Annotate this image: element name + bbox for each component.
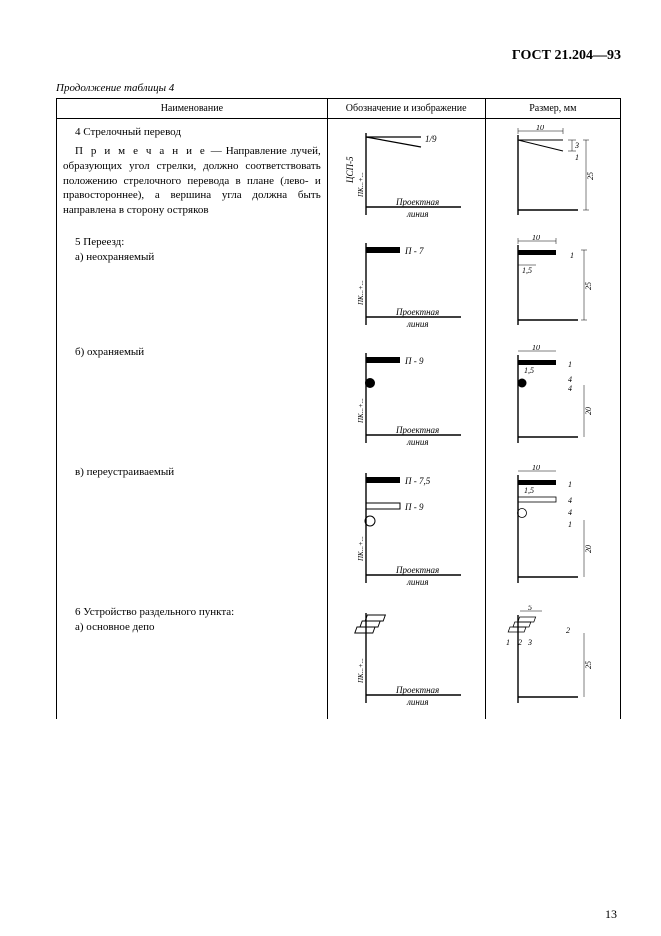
svg-text:Проектная: Проектная: [395, 197, 439, 207]
svg-text:2: 2: [518, 638, 522, 647]
svg-text:20: 20: [584, 545, 593, 553]
item-sub: а) неохраняемый: [63, 250, 321, 265]
dim-crossing-rebuilt: 10 1,5 1 4 4 1 20: [498, 465, 608, 595]
symbol-crossing-rebuilt: П - 7,5 П - 9 ПК...+... Проектная линия: [341, 465, 471, 595]
item-title: 4 Стрелочный перевод: [63, 125, 321, 140]
dim-switch: 10 3 1 25: [498, 125, 608, 225]
svg-text:Проектная: Проектная: [395, 307, 439, 317]
svg-text:Проектная: Проектная: [395, 685, 439, 695]
svg-text:линия: линия: [406, 697, 429, 707]
svg-text:10: 10: [536, 125, 544, 132]
svg-text:2: 2: [566, 626, 570, 635]
item-sub: в) переустраиваемый: [63, 465, 321, 480]
svg-text:20: 20: [584, 407, 593, 415]
svg-text:Проектная: Проектная: [395, 565, 439, 575]
svg-text:4: 4: [568, 384, 572, 393]
symbol-switch: 1/9 ЦСП-5 ПК...+... Проектная линия: [341, 125, 471, 225]
table-row: б) охраняемый П - 9 ПК...+... Проектная …: [57, 339, 621, 459]
svg-text:25: 25: [584, 661, 593, 669]
svg-text:1,5: 1,5: [524, 486, 534, 495]
svg-text:П - 9: П - 9: [404, 502, 424, 512]
table-row: 6 Устройство раздельного пункта: а) осно…: [57, 599, 621, 719]
svg-text:1: 1: [568, 520, 572, 529]
svg-text:линия: линия: [406, 319, 429, 329]
svg-text:1,5: 1,5: [524, 366, 534, 375]
svg-text:1: 1: [506, 638, 510, 647]
svg-text:25: 25: [584, 282, 593, 290]
symbol-crossing-guarded: П - 9 ПК...+... Проектная линия: [341, 345, 471, 455]
svg-text:ПК...+...: ПК...+...: [357, 536, 365, 562]
svg-text:1: 1: [568, 480, 572, 489]
symbol-depot: ПК...+... Проектная линия: [341, 605, 471, 715]
page-number: 13: [605, 907, 617, 922]
svg-text:ПК...+...: ПК...+...: [357, 658, 365, 684]
svg-text:5: 5: [528, 605, 532, 612]
item-title: 6 Устройство раздельного пункта:: [63, 605, 321, 620]
table-row: 5 Переезд: а) неохраняемый П - 7 ПК...+.…: [57, 229, 621, 339]
svg-text:1,5: 1,5: [522, 266, 532, 275]
spec-table: Наименование Обозначение и изображение Р…: [56, 98, 621, 719]
svg-text:линия: линия: [406, 209, 429, 219]
table-continuation: Продолжение таблицы 4: [56, 82, 621, 94]
svg-text:ЦСП-5: ЦСП-5: [345, 156, 355, 184]
dim-depot: 5 1 2 3 2 25: [498, 605, 608, 715]
dim-crossing-unguarded: 10 1,5 1 25: [498, 235, 608, 335]
svg-text:3: 3: [574, 141, 579, 150]
svg-text:1/9: 1/9: [425, 134, 437, 144]
note-lead: П р и м е ч а н и е: [75, 145, 207, 157]
th-symbol: Обозначение и изображение: [327, 99, 485, 119]
symbol-crossing-unguarded: П - 7 ПК...+... Проектная линия: [341, 235, 471, 335]
svg-text:ПК...+...: ПК...+...: [357, 280, 365, 306]
svg-text:4: 4: [568, 375, 572, 384]
svg-text:линия: линия: [406, 437, 429, 447]
svg-text:ПК...+...: ПК...+...: [357, 398, 365, 424]
svg-text:П - 7,5: П - 7,5: [404, 476, 431, 486]
svg-text:10: 10: [532, 345, 540, 352]
item-sub: а) основное депо: [63, 620, 321, 635]
svg-text:4: 4: [568, 508, 572, 517]
svg-text:1: 1: [570, 251, 574, 260]
svg-text:линия: линия: [406, 577, 429, 587]
th-name: Наименование: [57, 99, 328, 119]
table-row: в) переустраиваемый П - 7,5 П - 9 ПК...+…: [57, 459, 621, 599]
svg-text:1: 1: [575, 153, 579, 162]
svg-text:10: 10: [532, 465, 540, 472]
svg-text:1: 1: [568, 360, 572, 369]
svg-text:4: 4: [568, 496, 572, 505]
svg-text:П - 9: П - 9: [404, 356, 424, 366]
svg-text:10: 10: [532, 235, 540, 242]
svg-text:ПК...+...: ПК...+...: [357, 172, 365, 198]
svg-text:П - 7: П - 7: [404, 246, 424, 256]
svg-text:3: 3: [527, 638, 532, 647]
dim-crossing-guarded: 10 1,5 1 4 4 20: [498, 345, 608, 455]
item-sub: б) охраняемый: [63, 345, 321, 360]
item-title: 5 Переезд:: [63, 235, 321, 250]
svg-text:Проектная: Проектная: [395, 425, 439, 435]
svg-text:25: 25: [586, 172, 595, 180]
table-row: 4 Стрелочный перевод П р и м е ч а н и е…: [57, 119, 621, 230]
th-size: Размер, мм: [485, 99, 620, 119]
standard-number: ГОСТ 21.204—93: [56, 48, 621, 64]
